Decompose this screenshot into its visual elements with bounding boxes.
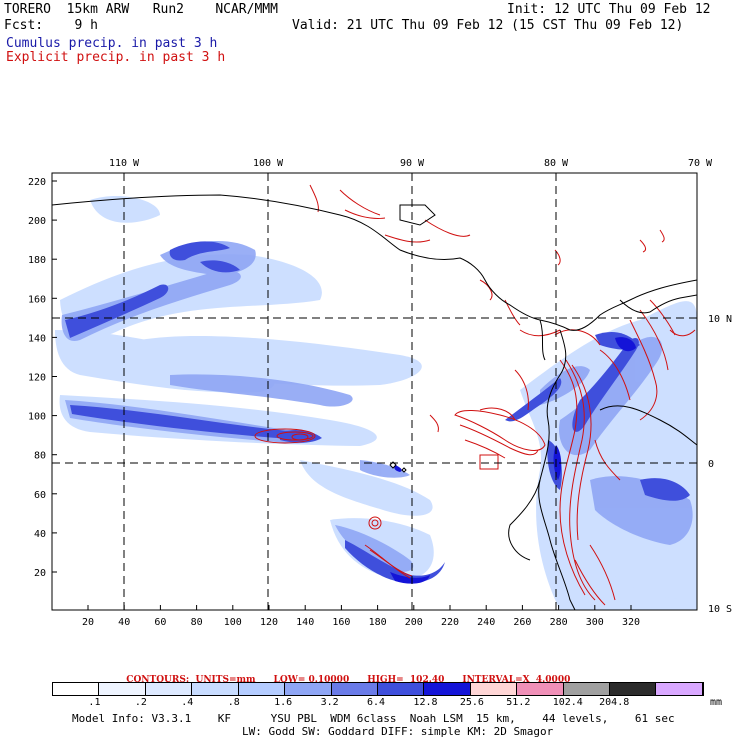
init-time: Init: 12 UTC Thu 09 Feb 12	[507, 2, 711, 17]
lon-label: 100 W	[253, 158, 284, 169]
x-tick-label: 140	[296, 617, 314, 628]
x-tick-label: 300	[586, 617, 604, 628]
x-tick-label: 200	[405, 617, 423, 628]
x-tick-label: 160	[332, 617, 350, 628]
colorbar-swatch	[53, 683, 100, 695]
colorbar-tick-label: 102.4	[552, 697, 583, 708]
map-frame	[51, 172, 698, 611]
lon-label: 70 W	[688, 158, 713, 169]
y-tick-label: 120	[28, 373, 46, 384]
y-tick-label: 160	[28, 294, 46, 305]
lon-label: 110 W	[109, 158, 140, 169]
contour-high: HIGH= 102.40	[367, 675, 445, 685]
colorbar-tick-label: 25.6	[459, 697, 484, 708]
longitude-labels: 110 W 100 W 90 W 80 W 70 W	[109, 158, 713, 169]
y-tick-label: 200	[28, 216, 46, 227]
colorbar-swatch	[470, 683, 518, 695]
colorbar-swatch	[610, 683, 657, 695]
forecast-hour: Fcst: 9 h	[4, 18, 98, 33]
x-tick-label: 80	[191, 617, 203, 628]
cumulus-precip-field	[55, 195, 697, 610]
y-tick-label: 20	[34, 568, 46, 579]
legend-cumulus: Cumulus precip. in past 3 h	[6, 36, 218, 51]
x-tick-label: 280	[550, 617, 568, 628]
bottom-axis: 20 40 60 80 100 120 140 160 180 200 220 240 260 280 30…	[82, 605, 640, 628]
contour-interval: INTERVAL=X 4.0000	[462, 675, 571, 685]
colorbar-tick-label: 3.2	[320, 697, 339, 708]
valid-time: Valid: 21 UTC Thu 09 Feb 12 (15 CST Thu …	[292, 18, 684, 33]
x-tick-label: 220	[441, 617, 459, 628]
y-tick-label: 60	[34, 490, 46, 501]
colorbar-tick-label: .1	[88, 697, 101, 708]
colorbar-swatch	[99, 683, 146, 695]
x-tick-label: 120	[260, 617, 278, 628]
colorbar-tick-label: 1.6	[274, 697, 293, 708]
model-title: TORERO 15km ARW Run2 NCAR/MMM	[4, 2, 278, 17]
colorbar-swatch	[285, 683, 332, 695]
contour-low: LOW= 0.10000	[273, 675, 350, 685]
colorbar-unit: mm	[710, 697, 723, 708]
colorbar-tick-label: 6.4	[367, 697, 386, 708]
latitude-labels: 10 N 0 10 S	[708, 314, 732, 615]
left-axis: 220 200 180 160 140 120 100 80 60 40 20	[28, 177, 57, 579]
model-info: Model Info: V3.3.1 KF YSU PBL WDM 6class…	[72, 712, 675, 725]
colorbar-swatch	[238, 683, 286, 695]
x-tick-label: 180	[369, 617, 387, 628]
x-tick-label: 20	[82, 617, 94, 628]
colorbar-tick-label: .2	[134, 697, 147, 708]
lon-label: 90 W	[400, 158, 425, 169]
y-tick-label: 220	[28, 177, 46, 188]
graticule	[52, 173, 697, 610]
colorbar-swatch	[331, 683, 378, 695]
y-tick-label: 40	[34, 529, 46, 540]
lat-label: 10 N	[708, 314, 732, 325]
colorbar-swatch	[656, 683, 703, 695]
colorbar-tick-label: 204.8	[599, 697, 630, 708]
contour-units: CONTOURS: UNITS=mm	[126, 675, 256, 685]
colorbar-swatch	[517, 683, 564, 695]
colorbar-tick-label: 12.8	[413, 697, 438, 708]
colorbar-swatch	[377, 683, 425, 695]
model-physics: LW: Godd SW: Goddard DIFF: simple KM: 2D…	[242, 725, 554, 738]
legend-explicit: Explicit precip. in past 3 h	[6, 50, 226, 65]
lat-label: 0	[708, 459, 714, 470]
colorbar-tick-label: .8	[227, 697, 240, 708]
x-tick-label: 320	[622, 617, 640, 628]
y-tick-label: 100	[28, 412, 46, 423]
lat-label: 10 S	[708, 604, 732, 615]
colorbar-swatch	[563, 683, 611, 695]
x-tick-label: 240	[477, 617, 495, 628]
colorbar-swatch	[424, 683, 471, 695]
colorbar-tick-label: 51.2	[506, 697, 531, 708]
coastlines	[52, 194, 697, 610]
colorbar	[52, 682, 704, 696]
y-tick-label: 80	[34, 451, 46, 462]
x-tick-label: 260	[513, 617, 531, 628]
colorbar-tick-label: .4	[181, 697, 194, 708]
colorbar-swatch	[192, 683, 239, 695]
y-tick-label: 140	[28, 333, 46, 344]
x-tick-label: 40	[118, 617, 130, 628]
x-tick-label: 100	[224, 617, 242, 628]
y-tick-label: 180	[28, 255, 46, 266]
x-tick-label: 60	[154, 617, 166, 628]
lon-label: 80 W	[544, 158, 569, 169]
colorbar-swatch	[145, 683, 193, 695]
contour-info: CONTOURS: UNITS=mm LOW= 0.10000 HIGH= 102.…	[120, 665, 588, 685]
